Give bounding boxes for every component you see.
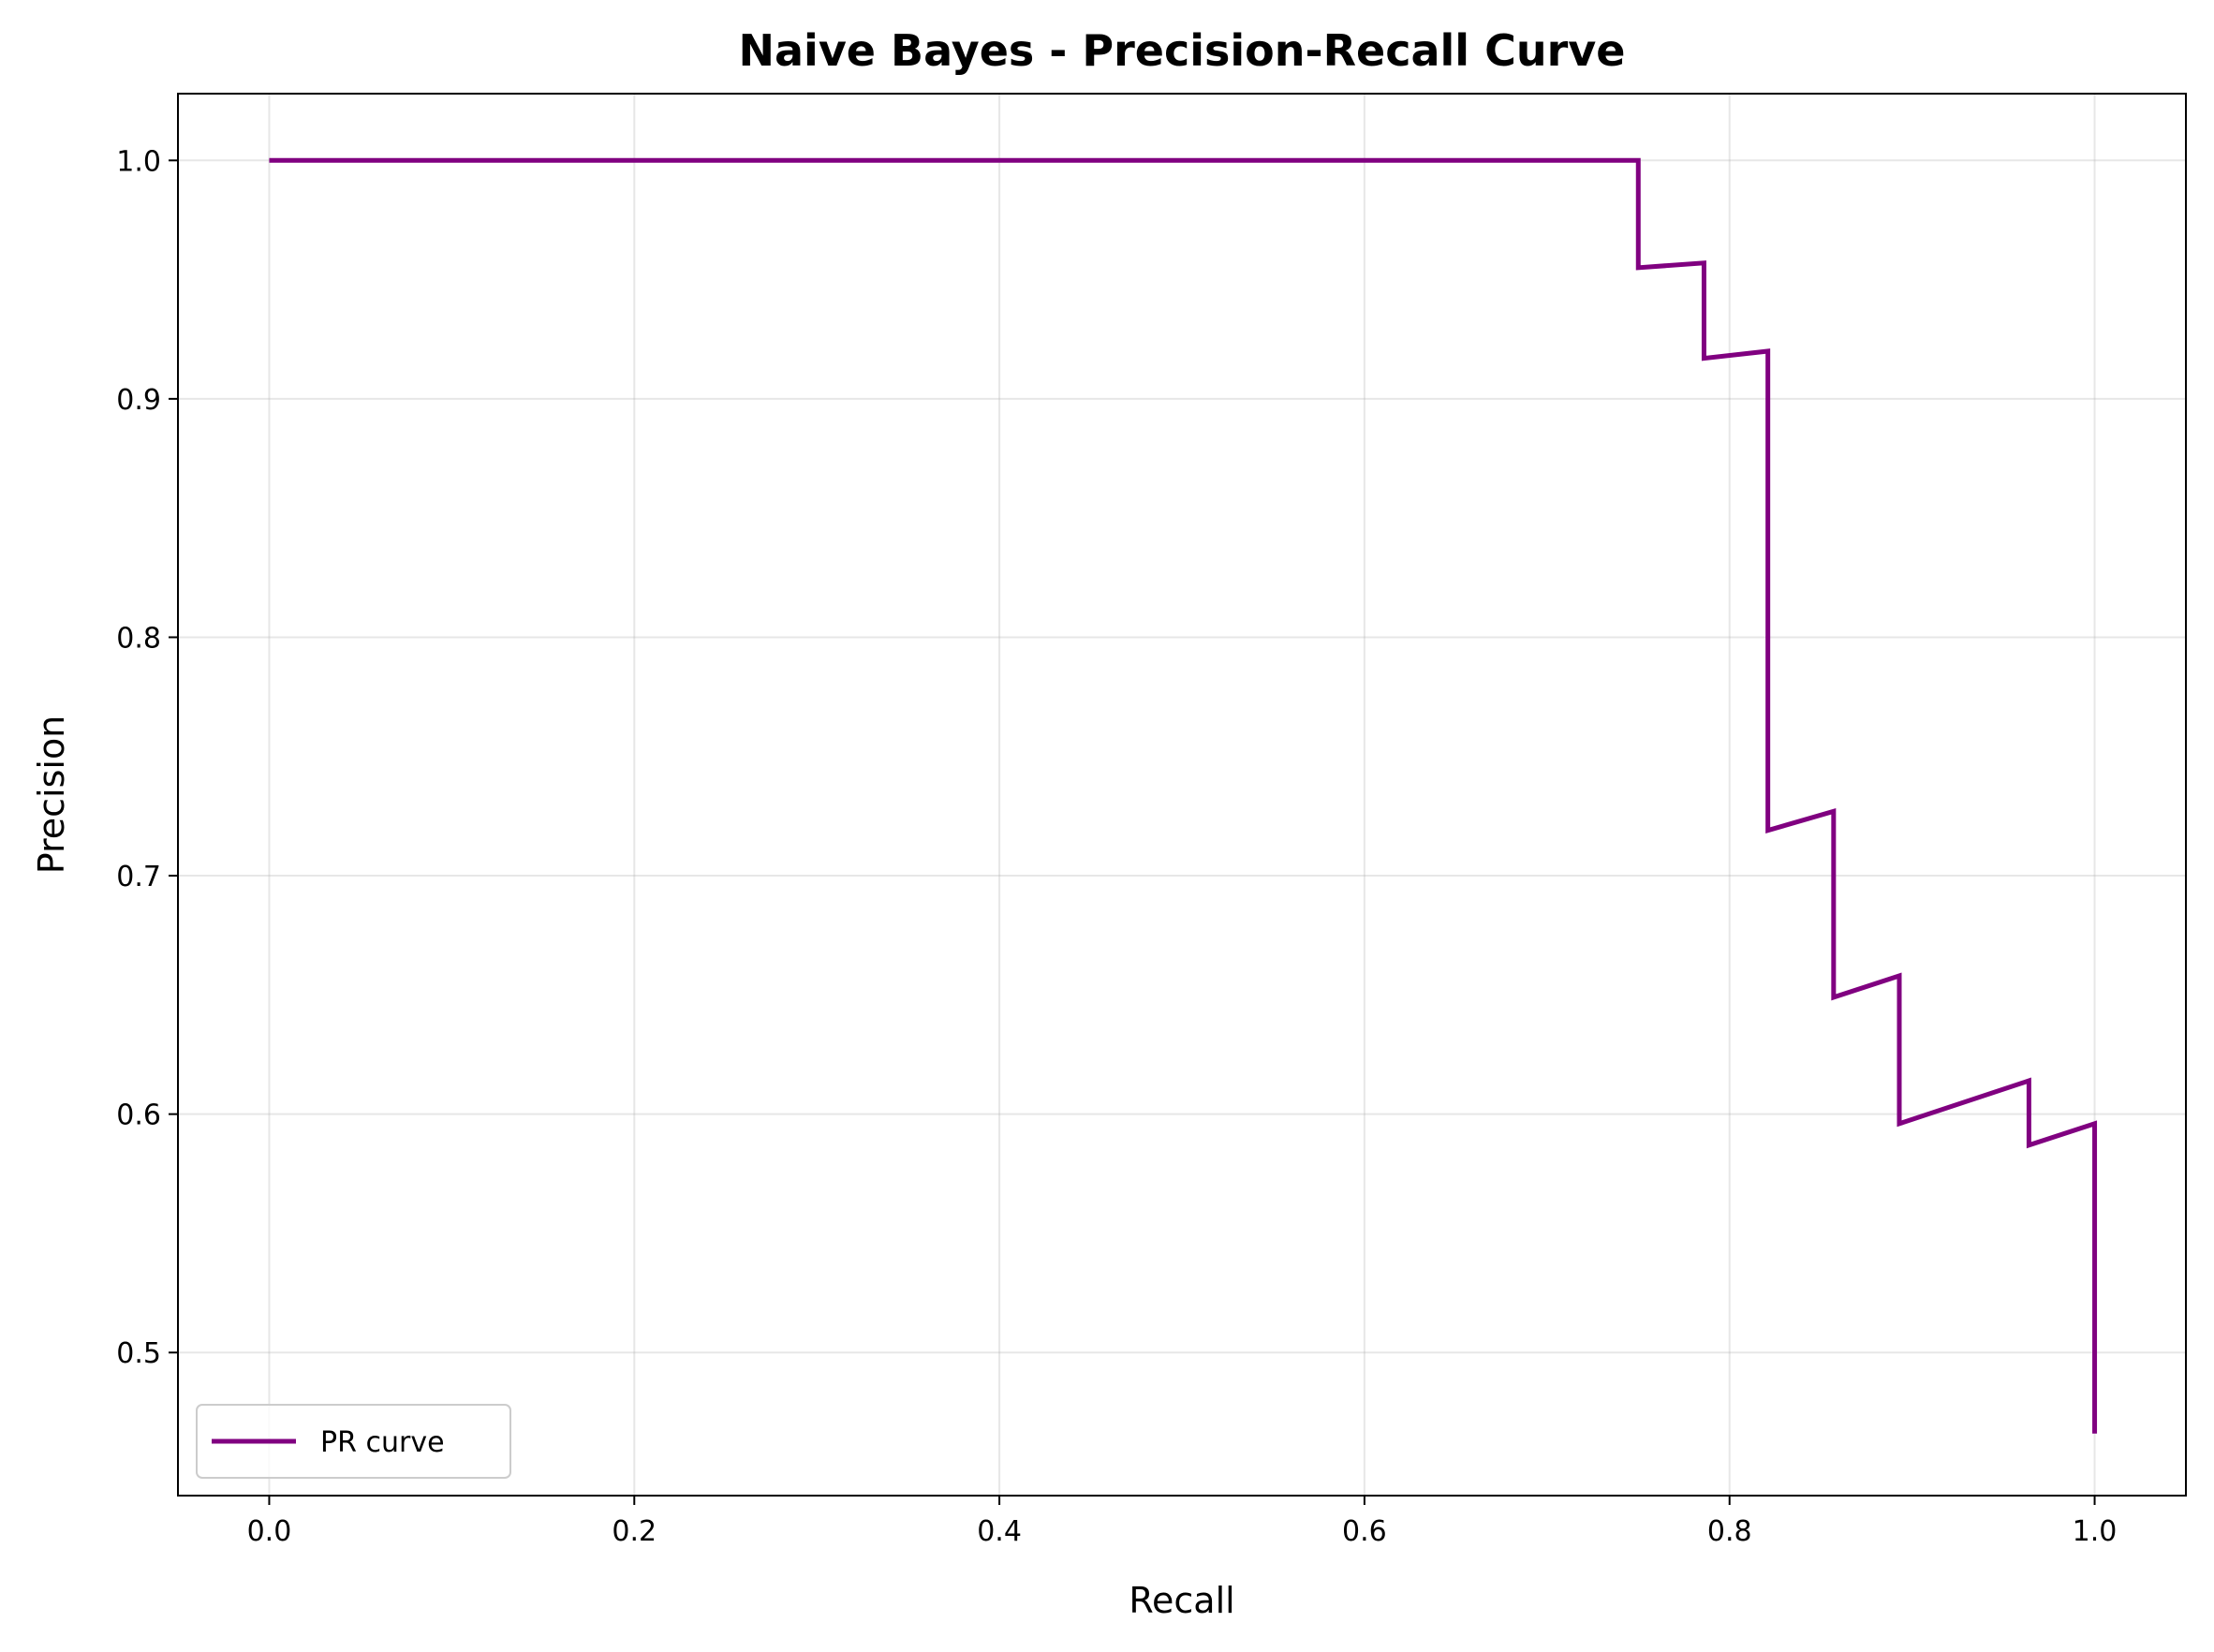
legend-label: PR curve <box>320 1426 445 1459</box>
axis-ticks: 0.0 0.2 0.4 0.6 0.8 1.0 0.5 0.6 0.7 0.8 0.9 1.0 <box>116 145 2117 1548</box>
y-tick-label: 1.0 <box>116 145 161 178</box>
y-axis-label: Precision <box>31 715 72 875</box>
y-tick-label: 0.7 <box>116 861 161 893</box>
y-tick-label: 0.5 <box>116 1337 161 1370</box>
plot-area-frame <box>177 93 2187 1497</box>
x-tick-label: 1.0 <box>2073 1515 2118 1548</box>
x-tick-label: 0.0 <box>247 1515 292 1548</box>
x-tick-label: 0.8 <box>1707 1515 1752 1548</box>
chart-title: Naive Bayes - Precision-Recall Curve <box>739 25 1626 76</box>
x-tick-label: 0.4 <box>977 1515 1022 1548</box>
y-tick-label: 0.6 <box>116 1099 161 1132</box>
legend-box <box>196 1404 511 1479</box>
y-tick-label: 0.9 <box>116 384 161 417</box>
series-line-pr-curve <box>269 157 2098 1434</box>
legend: PR curve <box>196 1404 511 1479</box>
y-tick-label: 0.8 <box>116 622 161 655</box>
x-axis-label: Recall <box>1129 1580 1234 1621</box>
x-tick-label: 0.6 <box>1342 1515 1387 1548</box>
series-layer <box>269 157 2098 1434</box>
x-tick-label: 0.2 <box>612 1515 657 1548</box>
grid-lines <box>178 94 2186 1496</box>
